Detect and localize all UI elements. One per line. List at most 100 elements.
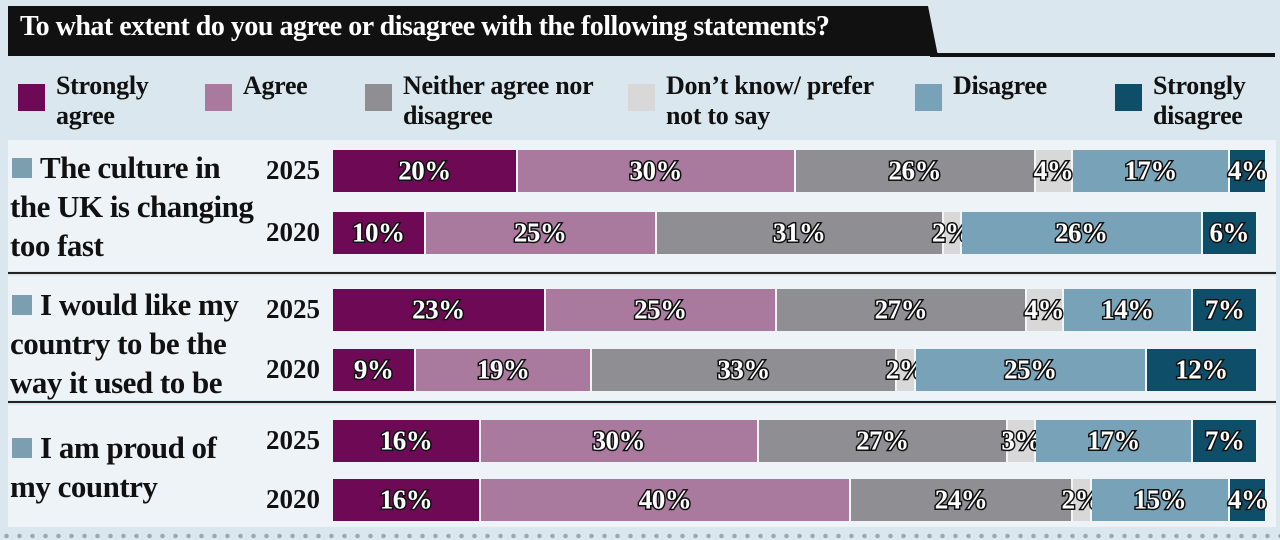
- chart-title: To what extent do you agree or disagree …: [20, 11, 830, 42]
- value-label: 31%: [771, 216, 827, 249]
- value-label: 17%: [1123, 154, 1179, 187]
- value-label: 30%: [628, 154, 684, 187]
- bar-segment: 19%: [416, 349, 592, 391]
- bar-segment: 4%: [1032, 150, 1075, 192]
- legend-label: Neither agree nor disagree: [403, 71, 593, 130]
- legend-label: Agree: [243, 71, 308, 100]
- dotted-border: [0, 533, 1280, 539]
- bar-segment: 40%: [481, 479, 851, 521]
- group-label-text: I would like my country to be the way it…: [10, 287, 239, 400]
- legend-label: Disagree: [953, 71, 1047, 100]
- bar-segment: 4%: [1227, 150, 1270, 192]
- bar-segment: 16%: [333, 420, 481, 462]
- value-label: 4%: [1227, 154, 1270, 187]
- group-marker: [12, 438, 32, 458]
- group-label: I am proud of my country: [10, 428, 250, 506]
- bar-segment: 27%: [777, 289, 1027, 331]
- group-marker: [12, 295, 32, 315]
- group-label-text: I am proud of my country: [10, 430, 217, 504]
- legend-swatch: [1115, 84, 1142, 111]
- value-label: 24%: [933, 483, 989, 516]
- legend-swatch: [365, 84, 392, 111]
- value-label: 16%: [378, 483, 434, 516]
- legend-label: Strongly agree: [56, 71, 149, 130]
- bar-segment: 25%: [545, 289, 777, 331]
- value-label: 9%: [352, 353, 395, 386]
- value-label: 10%: [351, 216, 407, 249]
- bar-segment: 14%: [1063, 289, 1194, 331]
- value-label: 14%: [1100, 293, 1156, 326]
- group-label: I would like my country to be the way it…: [10, 285, 260, 402]
- value-label: 4%: [1023, 293, 1066, 326]
- value-label: 6%: [1208, 216, 1251, 249]
- legend-swatch: [628, 84, 655, 111]
- bar-segment: 7%: [1193, 289, 1258, 331]
- value-label: 19%: [475, 353, 531, 386]
- year-label: 2020: [266, 217, 320, 247]
- bar-segment: 4%: [1023, 289, 1066, 331]
- bar-segment: 10%: [333, 212, 426, 254]
- year-label: 2025: [266, 294, 320, 324]
- title-rule: [930, 53, 1275, 57]
- bar-segment: 26%: [795, 150, 1036, 192]
- bar-segment: 33%: [592, 349, 898, 391]
- bar-segment: 30%: [518, 150, 796, 192]
- group-separator: [8, 401, 1276, 403]
- value-label: 27%: [873, 293, 929, 326]
- year-label: 2025: [266, 425, 320, 455]
- value-label: 12%: [1174, 353, 1230, 386]
- group-separator: [8, 272, 1276, 274]
- bar-segment: 25%: [915, 349, 1147, 391]
- bar-segment: 2%: [931, 212, 973, 254]
- bar-segment: 17%: [1073, 150, 1231, 192]
- value-label: 15%: [1132, 483, 1188, 516]
- value-label: 26%: [887, 154, 943, 187]
- group-marker: [12, 158, 32, 178]
- value-label: 30%: [591, 424, 647, 457]
- bar-segment: 9%: [333, 349, 417, 391]
- bar-segment: 6%: [1202, 212, 1258, 254]
- bar-segment: 15%: [1091, 479, 1231, 521]
- value-label: 7%: [1203, 293, 1246, 326]
- group-label-text: The culture in the UK is changing too fa…: [10, 150, 254, 263]
- bar-segment: 4%: [1227, 479, 1270, 521]
- title-bar: [8, 6, 938, 56]
- bar-segment: 20%: [333, 150, 518, 192]
- bar-segment: 23%: [333, 289, 546, 331]
- year-label: 2025: [266, 155, 320, 185]
- value-label: 25%: [1003, 353, 1059, 386]
- bar-segment: 25%: [425, 212, 657, 254]
- value-label: 25%: [633, 293, 689, 326]
- value-label: 16%: [378, 424, 434, 457]
- legend-label: Strongly disagree: [1153, 71, 1246, 130]
- value-label: 33%: [716, 353, 772, 386]
- value-label: 3%: [1000, 424, 1043, 457]
- bar-segment: 27%: [758, 420, 1009, 462]
- value-label: 25%: [512, 216, 568, 249]
- legend-swatch: [18, 84, 45, 111]
- legend-swatch: [915, 84, 942, 111]
- bar-segment: 3%: [1000, 420, 1043, 462]
- bar-segment: 30%: [481, 420, 759, 462]
- value-label: 26%: [1054, 216, 1110, 249]
- legend-label: Don’t know/ prefer not to say: [666, 71, 874, 130]
- bar-segment: 2%: [884, 349, 927, 391]
- group-label: The culture in the UK is changing too fa…: [10, 148, 260, 265]
- value-label: 17%: [1086, 424, 1142, 457]
- value-label: 20%: [397, 154, 453, 187]
- year-label: 2020: [266, 484, 320, 514]
- value-label: 23%: [411, 293, 467, 326]
- value-label: 27%: [855, 424, 911, 457]
- year-label: 2020: [266, 354, 320, 384]
- value-label: 40%: [637, 483, 693, 516]
- bar-segment: 26%: [962, 212, 1203, 254]
- bar-segment: 7%: [1193, 420, 1258, 462]
- bar-segment: 12%: [1147, 349, 1258, 391]
- bar-segment: 17%: [1036, 420, 1194, 462]
- bar-segment: 16%: [333, 479, 481, 521]
- bar-segment: 24%: [851, 479, 1073, 521]
- value-label: 4%: [1227, 483, 1270, 516]
- value-label: 7%: [1203, 424, 1246, 457]
- bar-segment: 31%: [656, 212, 944, 254]
